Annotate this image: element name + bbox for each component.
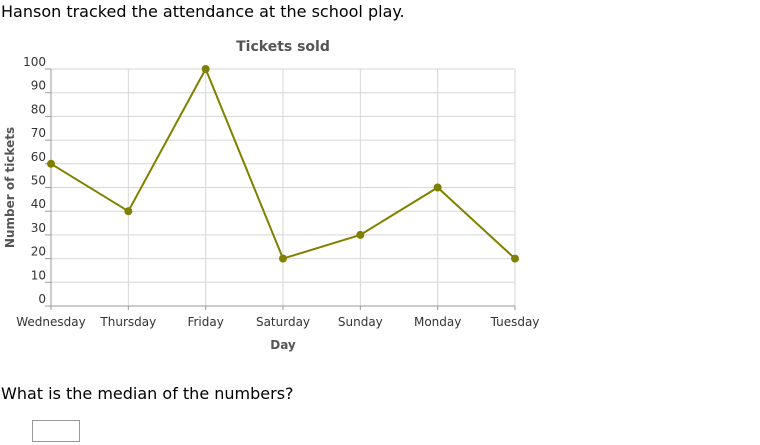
x-tick-label: Thursday: [99, 315, 156, 329]
y-tick-label: 0: [38, 292, 46, 306]
x-axis-ticks: Wednesday Thursday Friday Saturday Sunday Mon…: [16, 306, 539, 329]
x-tick-label: Monday: [414, 315, 461, 329]
data-point: [201, 65, 210, 73]
x-axis-title: Day: [270, 338, 296, 352]
data-point: [511, 254, 519, 263]
x-tick-label: Saturday: [256, 315, 310, 329]
y-tick-label: 70: [31, 126, 46, 140]
y-tick-label: 90: [31, 79, 46, 93]
answer-input[interactable]: [32, 420, 80, 442]
chart-title: Tickets sold: [236, 39, 330, 55]
x-tick-label: Wednesday: [16, 315, 85, 329]
data-point: [124, 207, 133, 216]
data-point: [279, 254, 287, 263]
x-tick-label: Friday: [187, 315, 223, 329]
question-text: What is the median of the numbers?: [1, 384, 294, 403]
line-chart: Tickets sold 0 10 20 30 40 50 60 70 80 90 100 Wedn…: [3, 39, 539, 352]
y-axis-ticks: 0 10 20 30 40 50 60 70 80 90 100: [23, 55, 51, 307]
y-tick-label: 10: [31, 268, 46, 282]
y-tick-label: 50: [31, 174, 46, 188]
x-tick-label: Sunday: [338, 315, 383, 329]
y-tick-label: 30: [31, 221, 46, 235]
y-tick-label: 40: [31, 197, 46, 211]
y-tick-label: 60: [31, 150, 46, 164]
y-tick-label: 100: [23, 55, 46, 69]
chart-series: [47, 65, 519, 263]
x-tick-label: Tuesday: [490, 315, 540, 329]
data-point: [433, 183, 442, 192]
y-tick-label: 80: [31, 102, 46, 116]
y-axis-title: Number of tickets: [3, 127, 17, 248]
data-point: [47, 159, 55, 168]
chart-grid: [50, 68, 516, 307]
problem-prompt: Hanson tracked the attendance at the sch…: [1, 2, 405, 21]
y-tick-label: 20: [31, 245, 46, 259]
data-point: [356, 230, 365, 239]
